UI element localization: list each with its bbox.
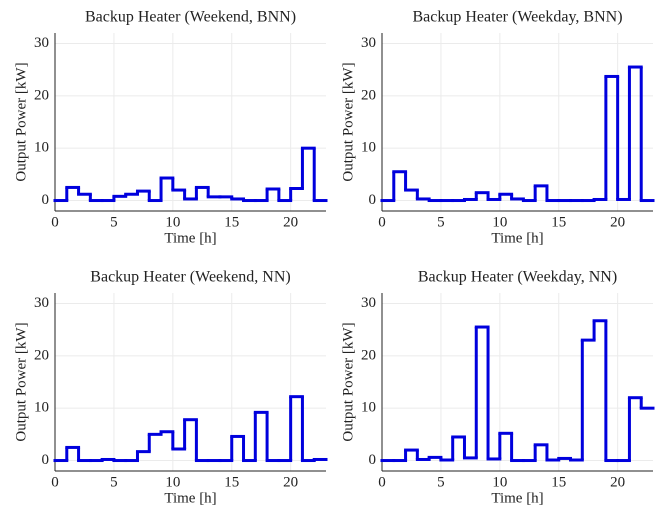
y-tick-label: 30 xyxy=(361,295,376,311)
y-tick-label: 0 xyxy=(42,192,50,208)
x-tick-label: 0 xyxy=(51,474,59,490)
x-tick-label: 15 xyxy=(551,214,566,230)
y-tick-label: 20 xyxy=(34,347,49,363)
chart-title: Backup Heater (Weekday, NN) xyxy=(418,269,617,286)
x-tick-label: 5 xyxy=(437,474,445,490)
y-tick-label: 20 xyxy=(34,87,49,103)
x-tick-label: 20 xyxy=(610,474,625,490)
chart-title: Backup Heater (Weekend, BNN) xyxy=(85,9,296,26)
y-tick-label: 30 xyxy=(361,35,376,51)
x-tick-label: 10 xyxy=(492,474,507,490)
x-axis-label: Time [h] xyxy=(164,230,216,246)
y-axis-label: Output Power [kW] xyxy=(13,62,29,181)
chart-title: Backup Heater (Weekend, NN) xyxy=(90,269,290,286)
y-tick-label: 20 xyxy=(361,87,376,103)
y-tick-label: 10 xyxy=(361,400,376,416)
y-axis-label: Output Power [kW] xyxy=(340,322,356,441)
x-tick-label: 10 xyxy=(165,214,180,230)
x-tick-label: 20 xyxy=(283,474,298,490)
x-tick-label: 15 xyxy=(551,474,566,490)
y-tick-label: 10 xyxy=(34,140,49,156)
x-tick-label: 5 xyxy=(437,214,445,230)
x-tick-label: 20 xyxy=(283,214,298,230)
y-tick-label: 0 xyxy=(42,452,50,468)
y-axis-label: Output Power [kW] xyxy=(340,62,356,181)
x-tick-label: 10 xyxy=(165,474,180,490)
x-tick-label: 0 xyxy=(378,474,386,490)
y-tick-label: 10 xyxy=(361,140,376,156)
x-axis-label: Time [h] xyxy=(491,490,543,506)
x-tick-label: 20 xyxy=(610,214,625,230)
y-tick-label: 0 xyxy=(369,452,377,468)
x-tick-label: 0 xyxy=(378,214,386,230)
y-tick-label: 0 xyxy=(369,192,377,208)
x-axis-label: Time [h] xyxy=(164,490,216,506)
y-tick-label: 20 xyxy=(361,347,376,363)
y-tick-label: 30 xyxy=(34,35,49,51)
y-tick-label: 10 xyxy=(34,400,49,416)
x-tick-label: 0 xyxy=(51,214,59,230)
x-tick-label: 15 xyxy=(224,474,239,490)
x-axis-label: Time [h] xyxy=(491,230,543,246)
x-tick-label: 15 xyxy=(224,214,239,230)
y-tick-label: 30 xyxy=(34,295,49,311)
chart-title: Backup Heater (Weekday, BNN) xyxy=(412,9,622,26)
x-tick-label: 5 xyxy=(110,474,118,490)
y-axis-label: Output Power [kW] xyxy=(13,322,29,441)
x-tick-label: 5 xyxy=(110,214,118,230)
x-tick-label: 10 xyxy=(492,214,507,230)
